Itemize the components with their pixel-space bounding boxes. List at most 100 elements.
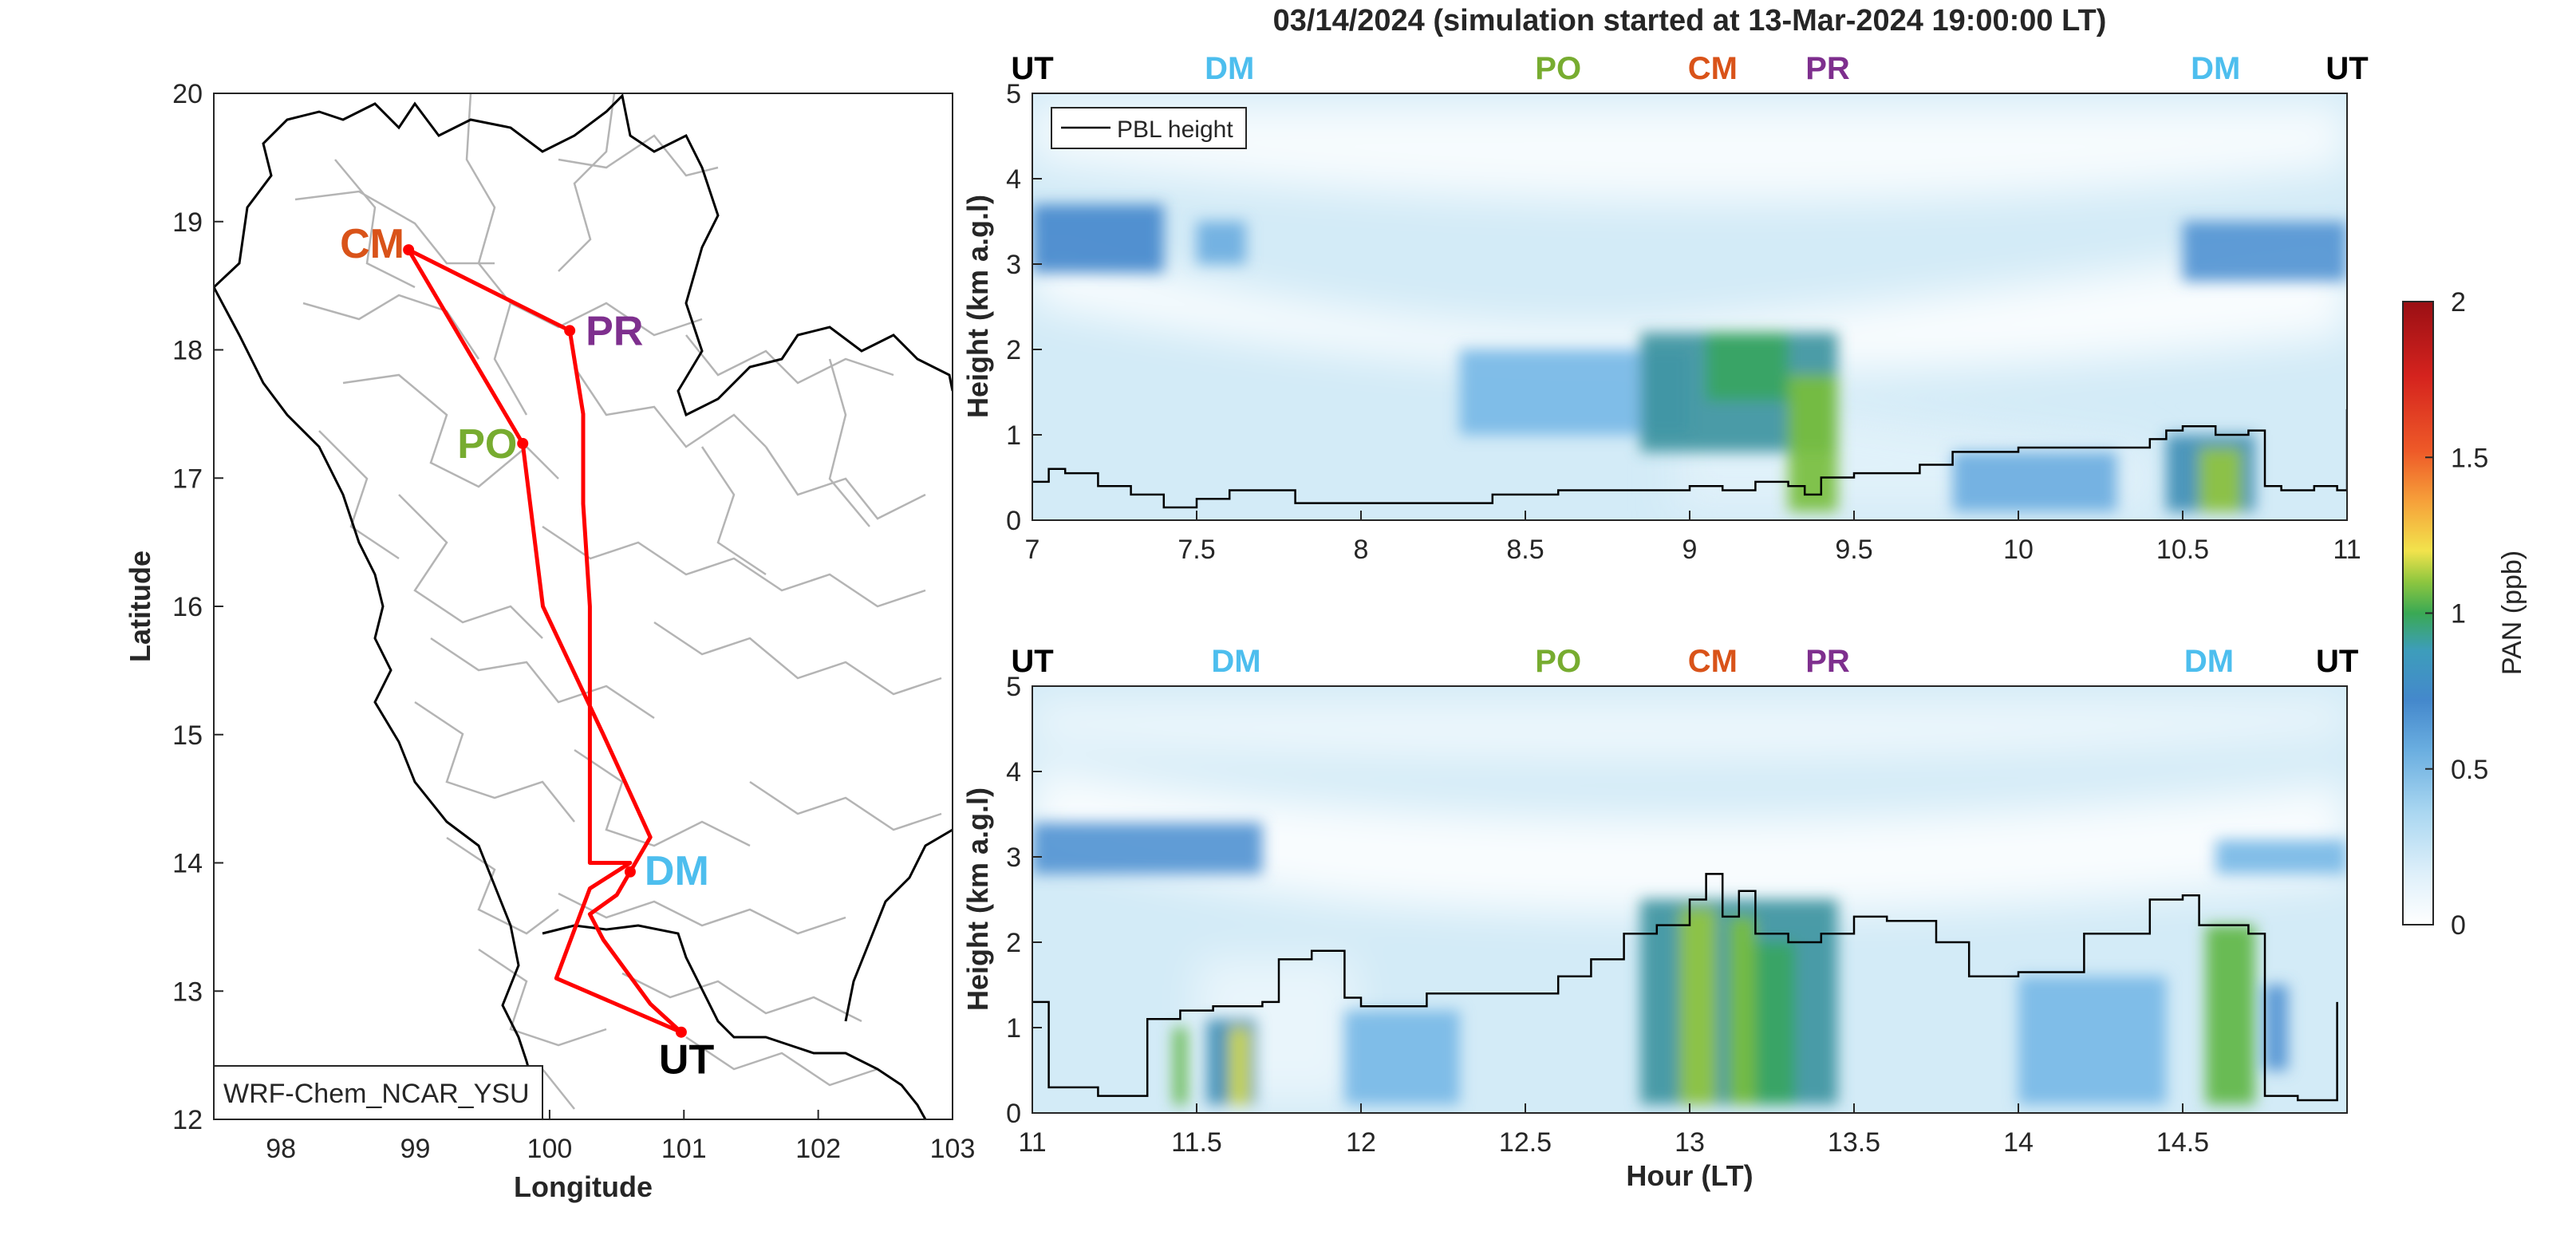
lower-y-ticks: 0 1 2 3 4 5 — [1006, 672, 1042, 1129]
top-feature-cell — [1706, 332, 1789, 401]
lower-xlabel: Hour (LT) — [1626, 1159, 1753, 1192]
bot-site-ut: UT — [2316, 644, 2358, 679]
colorbar: 0 0.5 1 1.5 2 PAN (ppb) — [2402, 287, 2527, 941]
colorbar-label: PAN (ppb) — [2497, 551, 2527, 675]
bot-y-tick-label: 0 — [1006, 1099, 1021, 1129]
colorbar-tick-label: 2 — [2451, 287, 2466, 318]
bot-feature-cell — [2215, 839, 2347, 874]
map-y-tick-label: 20 — [172, 79, 203, 109]
bot-site-po: PO — [1535, 644, 1581, 679]
map-x-tick-label: 103 — [930, 1134, 976, 1164]
lower-heatmap-area — [1032, 686, 2347, 1113]
bot-feature-cell — [1344, 1010, 1460, 1105]
colorbar-tick-label: 0 — [2451, 910, 2466, 941]
bot-y-tick-label: 3 — [1006, 843, 1021, 873]
top-feature-cell — [1032, 204, 1164, 273]
upper-pbl-height-line — [1032, 408, 2347, 509]
bot-y-tick-label: 2 — [1006, 928, 1021, 958]
lower-pbl-height-line — [1032, 873, 2338, 1102]
map-y-tick-label: 17 — [172, 464, 203, 494]
top-x-tick-label: 11 — [2333, 535, 2361, 565]
top-feature-cell — [1197, 221, 1246, 264]
site-marker-dm — [624, 866, 636, 878]
site-marker-pr — [564, 325, 576, 337]
top-x-tick-label: 8 — [1354, 535, 1369, 565]
bot-x-tick-label: 12 — [1346, 1127, 1376, 1158]
map-sites: CM PR PO DM UT — [340, 221, 714, 1083]
map-y-tick-label: 16 — [172, 592, 203, 622]
bot-site-cm: CM — [1688, 644, 1738, 679]
top-site-pr: PR — [1805, 51, 1850, 86]
bot-y-tick-label: 1 — [1006, 1013, 1021, 1044]
top-x-tick-label: 10 — [2003, 535, 2034, 565]
colorbar-tick-label: 0.5 — [2451, 755, 2488, 785]
legend-pbl-label: PBL height — [1117, 116, 1233, 143]
upper-concentration-features — [1032, 204, 2347, 512]
top-x-tick-label: 9 — [1682, 535, 1698, 565]
map-y-tick-label: 19 — [172, 207, 203, 238]
bot-y-tick-label: 5 — [1006, 672, 1021, 702]
lower-x-ticks: 11 11.5 12 12.5 13 13.5 14 14.5 — [1018, 1103, 2209, 1158]
site-label-pr: PR — [586, 308, 643, 354]
site-label-dm: DM — [645, 848, 709, 894]
map-background — [214, 93, 953, 1119]
bot-site-dm: DM — [1211, 644, 1260, 679]
top-y-tick-label: 2 — [1006, 335, 1021, 365]
site-marker-cm — [403, 244, 415, 256]
bot-x-tick-label: 14.5 — [2156, 1127, 2209, 1158]
top-site-po: PO — [1535, 51, 1581, 86]
map-y-tick-label: 14 — [172, 849, 203, 879]
bot-x-tick-label: 12.5 — [1499, 1127, 1552, 1158]
bot-feature-cell — [2205, 925, 2255, 1105]
map-y-ticks: 12 13 14 15 16 17 18 19 20 — [172, 79, 223, 1135]
map-x-tick-label: 100 — [527, 1134, 573, 1164]
top-site-dm: DM — [1205, 51, 1254, 86]
site-marker-ut — [675, 1026, 687, 1038]
eastern-border — [844, 828, 953, 1022]
lower-concentration-features — [1032, 823, 2347, 1105]
top-y-tick-label: 3 — [1006, 250, 1021, 280]
top-feature-cell — [1952, 452, 2117, 512]
lower-ylabel: Height (km a.g.l) — [961, 787, 994, 1011]
route-path — [406, 247, 683, 1034]
top-feature-cell — [1788, 375, 1838, 512]
province-boundaries — [294, 93, 942, 1110]
bot-feature-cell — [2265, 985, 2288, 1071]
map-panel: 98 99 100 101 102 103 12 13 14 15 16 17 18 19 20 Long… — [124, 79, 975, 1203]
site-label-po: PO — [457, 421, 517, 468]
top-x-tick-label: 9.5 — [1835, 535, 1872, 565]
top-x-tick-label: 7 — [1025, 535, 1040, 565]
map-x-tick-label: 99 — [400, 1134, 431, 1164]
upper-y-ticks: 0 1 2 3 4 5 — [1006, 79, 1042, 536]
top-site-cm: CM — [1688, 51, 1738, 86]
top-x-tick-label: 7.5 — [1178, 535, 1215, 565]
legend-box — [1051, 107, 1247, 149]
figure-title: 03/14/2024 (simulation started at 13-Mar… — [1273, 4, 2107, 37]
colorbar-ticks: 0 0.5 1 1.5 2 — [2425, 287, 2488, 941]
bot-y-tick-label: 4 — [1006, 757, 1021, 787]
map-x-tick-label: 98 — [266, 1134, 296, 1164]
gulf-coastline — [542, 924, 927, 1119]
model-label-box — [213, 1065, 543, 1120]
bot-x-tick-label: 11 — [1018, 1127, 1046, 1158]
map-ylabel: Latitude — [124, 551, 156, 662]
bot-feature-cell — [1729, 916, 1756, 1105]
colorbar-tick-label: 1 — [2451, 599, 2466, 629]
top-site-dm: DM — [2191, 51, 2240, 86]
map-x-tick-label: 102 — [795, 1134, 841, 1164]
top-x-tick-label: 8.5 — [1506, 535, 1544, 565]
bot-site-dm: DM — [2184, 644, 2234, 679]
bot-x-tick-label: 13 — [1675, 1127, 1705, 1158]
top-site-ut: UT — [1011, 51, 1053, 86]
upper-x-ticks: 7 7.5 8 8.5 9 9.5 10 10.5 11 — [1025, 511, 2361, 565]
site-marker-po — [517, 437, 529, 449]
map-y-tick-label: 12 — [172, 1105, 203, 1135]
bot-x-tick-label: 14 — [2003, 1127, 2034, 1158]
bot-x-tick-label: 13.5 — [1828, 1127, 1880, 1158]
upper-curtain-panel: 7 7.5 8 8.5 9 9.5 10 10.5 11 0 1 2 3 4 5 Height (km a… — [961, 51, 2369, 565]
top-y-tick-label: 4 — [1006, 164, 1021, 195]
bot-feature-cell — [1032, 823, 1263, 874]
bot-site-pr: PR — [1805, 644, 1850, 679]
